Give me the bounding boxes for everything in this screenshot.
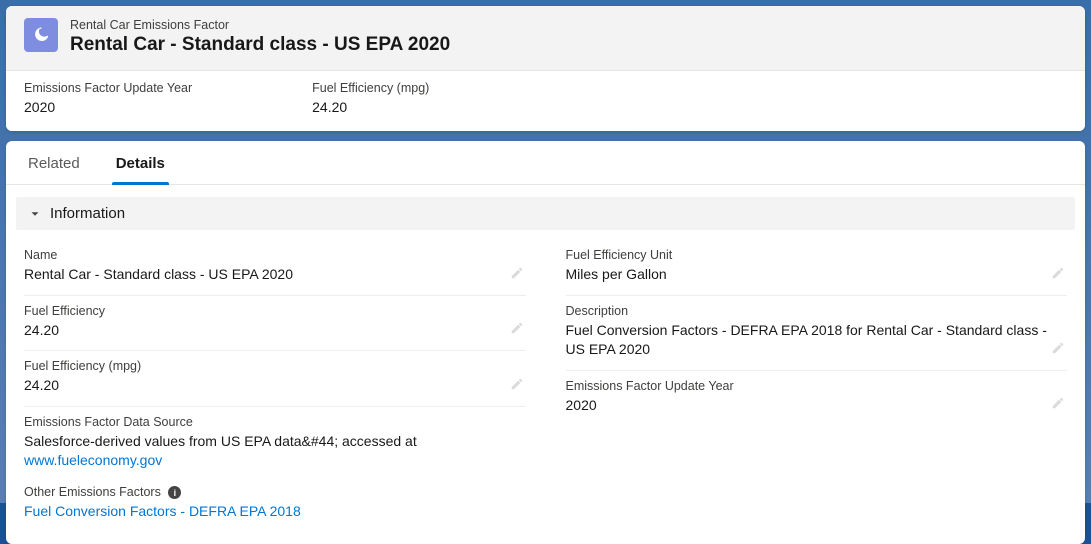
field-label: Fuel Efficiency (mpg): [24, 359, 526, 373]
highlight-label: Emissions Factor Update Year: [24, 81, 192, 95]
record-header-card: Rental Car Emissions Factor Rental Car -…: [6, 6, 1085, 131]
moon-icon: [32, 26, 50, 44]
field-label: Fuel Efficiency Unit: [566, 248, 1068, 262]
info-icon[interactable]: i: [168, 486, 181, 499]
edit-icon[interactable]: [510, 266, 524, 285]
tab-details[interactable]: Details: [112, 141, 169, 184]
record-header: Rental Car Emissions Factor Rental Car -…: [6, 6, 1085, 71]
field-label: Description: [566, 304, 1068, 318]
field-label: Fuel Efficiency: [24, 304, 526, 318]
detail-column-left: Name Rental Car - Standard class - US EP…: [24, 240, 526, 532]
detail-card: Related Details Information Name Rental …: [6, 141, 1085, 544]
record-title: Rental Car - Standard class - US EPA 202…: [70, 34, 1067, 56]
tab-related[interactable]: Related: [24, 141, 84, 184]
edit-icon[interactable]: [1051, 341, 1065, 360]
edit-icon[interactable]: [1051, 266, 1065, 285]
field-label: Name: [24, 248, 526, 262]
highlight-value: 2020: [24, 99, 192, 115]
edit-icon[interactable]: [1051, 396, 1065, 415]
tab-bar: Related Details: [6, 141, 1085, 185]
field-value: Miles per Gallon: [566, 265, 1068, 285]
highlight-label: Fuel Efficiency (mpg): [312, 81, 429, 95]
field-label: Other Emissions Factors i: [24, 485, 526, 499]
field-value: Fuel Conversion Factors - DEFRA EPA 2018…: [566, 321, 1068, 360]
data-source-link[interactable]: www.fueleconomy.gov: [24, 452, 162, 468]
other-emissions-link[interactable]: Fuel Conversion Factors - DEFRA EPA 2018: [24, 503, 301, 519]
field-label: Emissions Factor Data Source: [24, 415, 526, 429]
field-name: Name Rental Car - Standard class - US EP…: [24, 240, 526, 296]
field-data-source: Emissions Factor Data Source Salesforce-…: [24, 407, 526, 481]
field-label-text: Other Emissions Factors: [24, 485, 161, 499]
section-header-information[interactable]: Information: [16, 197, 1075, 230]
highlight-item: Fuel Efficiency (mpg) 24.20: [312, 81, 429, 115]
highlight-value: 24.20: [312, 99, 429, 115]
field-description: Description Fuel Conversion Factors - DE…: [566, 296, 1068, 371]
chevron-down-icon: [28, 207, 42, 221]
field-fuel-efficiency-unit: Fuel Efficiency Unit Miles per Gallon: [566, 240, 1068, 296]
field-value-text: Salesforce-derived values from US EPA da…: [24, 433, 417, 449]
field-label: Emissions Factor Update Year: [566, 379, 1068, 393]
field-value: Fuel Conversion Factors - DEFRA EPA 2018: [24, 502, 526, 522]
object-label: Rental Car Emissions Factor: [70, 18, 1067, 32]
record-icon: [24, 18, 58, 52]
field-value: 24.20: [24, 376, 526, 396]
detail-grid: Name Rental Car - Standard class - US EP…: [6, 236, 1085, 544]
section-title: Information: [50, 205, 125, 222]
field-update-year: Emissions Factor Update Year 2020: [566, 371, 1068, 426]
field-value: 24.20: [24, 321, 526, 341]
field-fuel-efficiency-mpg: Fuel Efficiency (mpg) 24.20: [24, 351, 526, 407]
field-value: Rental Car - Standard class - US EPA 202…: [24, 265, 526, 285]
edit-icon[interactable]: [510, 377, 524, 396]
highlights-panel: Emissions Factor Update Year 2020 Fuel E…: [6, 71, 1085, 131]
field-fuel-efficiency: Fuel Efficiency 24.20: [24, 296, 526, 352]
highlight-item: Emissions Factor Update Year 2020: [24, 81, 192, 115]
field-other-emissions-factors: Other Emissions Factors i Fuel Conversio…: [24, 481, 526, 532]
detail-column-right: Fuel Efficiency Unit Miles per Gallon De…: [566, 240, 1068, 532]
field-value: Salesforce-derived values from US EPA da…: [24, 432, 526, 471]
edit-icon[interactable]: [510, 321, 524, 340]
field-value: 2020: [566, 396, 1068, 416]
